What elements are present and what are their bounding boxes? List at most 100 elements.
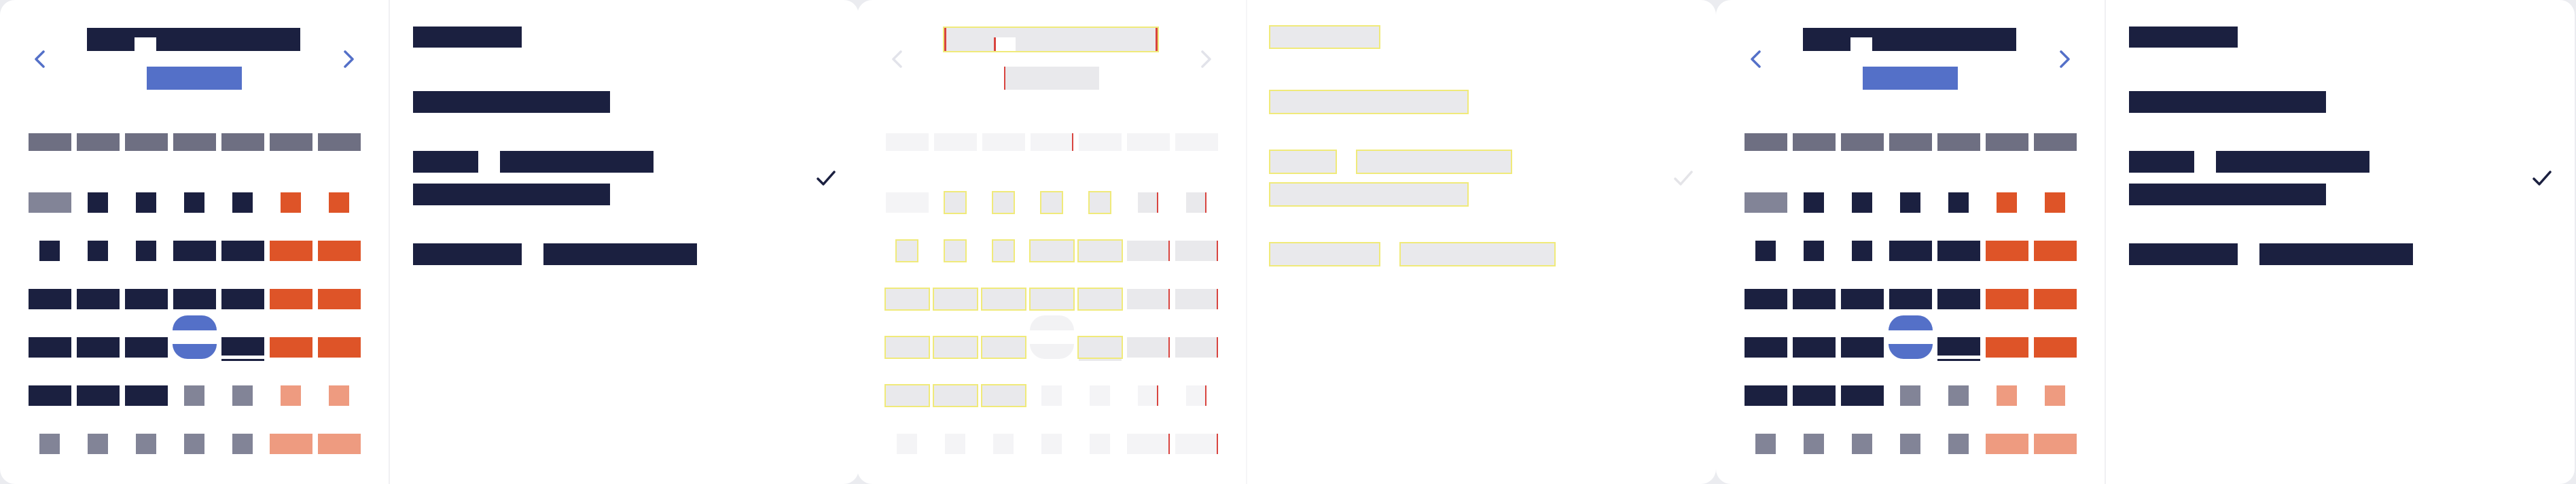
calendar-day[interactable] — [1900, 434, 1920, 454]
calendar-day[interactable] — [1804, 192, 1824, 213]
calendar-day[interactable] — [1793, 289, 1836, 309]
chevron-right-icon[interactable] — [1194, 48, 1217, 71]
calendar-day[interactable] — [173, 289, 216, 309]
calendar-day[interactable] — [1948, 434, 1969, 454]
calendar-day[interactable] — [318, 434, 361, 454]
calendar-day[interactable] — [281, 385, 301, 406]
detail-item-0-text[interactable] — [413, 91, 610, 113]
detail-item-1-text[interactable] — [2216, 151, 2369, 173]
calendar-day[interactable] — [1900, 385, 1920, 406]
detail-item-2-tag[interactable] — [2129, 243, 2238, 265]
detail-item-2-tag[interactable] — [1270, 243, 1379, 265]
calendar-day[interactable] — [1079, 289, 1122, 309]
calendar-day[interactable] — [1127, 241, 1170, 261]
chevron-left-icon[interactable] — [886, 48, 909, 71]
detail-item-2-text[interactable] — [543, 243, 697, 265]
calendar-day[interactable] — [1841, 337, 1884, 358]
calendar-day[interactable] — [281, 192, 301, 213]
calendar-day[interactable] — [88, 192, 108, 213]
calendar-day[interactable] — [1997, 385, 2017, 406]
chevron-left-icon[interactable] — [29, 48, 52, 71]
chevron-left-icon[interactable] — [1745, 48, 1768, 71]
calendar-day[interactable] — [1127, 289, 1170, 309]
calendar-day[interactable] — [1175, 434, 1218, 454]
calendar-day[interactable] — [1889, 289, 1932, 309]
selected-day[interactable] — [173, 315, 217, 359]
calendar-day[interactable] — [1948, 192, 1969, 213]
calendar-day[interactable] — [184, 385, 204, 406]
calendar-day[interactable] — [88, 434, 108, 454]
detail-item-1-tag[interactable] — [2129, 151, 2194, 173]
calendar-day[interactable] — [886, 385, 929, 406]
calendar-day[interactable] — [934, 337, 977, 358]
calendar-day[interactable] — [29, 337, 71, 358]
detail-item-1-sub[interactable] — [2129, 184, 2326, 205]
calendar-day[interactable] — [77, 385, 120, 406]
calendar-day[interactable] — [1986, 434, 2028, 454]
calendar-day[interactable] — [136, 241, 156, 261]
calendar-day[interactable] — [29, 385, 71, 406]
calendar-day[interactable] — [897, 434, 917, 454]
calendar-day[interactable] — [1138, 385, 1158, 406]
calendar-day[interactable] — [1986, 337, 2028, 358]
calendar-day[interactable] — [270, 289, 312, 309]
calendar-day[interactable] — [1138, 192, 1158, 213]
calendar-day[interactable] — [173, 241, 216, 261]
calendar-day[interactable] — [1041, 434, 1062, 454]
calendar-day[interactable] — [270, 241, 312, 261]
calendar-day[interactable] — [1986, 241, 2028, 261]
detail-item-2-text[interactable] — [2259, 243, 2413, 265]
calendar-day[interactable] — [1031, 289, 1073, 309]
calendar-day[interactable] — [897, 241, 917, 261]
calendar-day[interactable] — [1745, 337, 1787, 358]
calendar-day[interactable] — [1090, 192, 1110, 213]
calendar-day[interactable] — [1997, 192, 2017, 213]
calendar-day[interactable] — [1793, 337, 1836, 358]
calendar-day[interactable] — [1937, 241, 1980, 261]
year-pill[interactable] — [147, 67, 242, 90]
calendar-day[interactable] — [2034, 337, 2077, 358]
detail-item-2-text[interactable] — [1401, 243, 1554, 265]
calendar-day[interactable] — [1031, 241, 1073, 261]
calendar-day[interactable] — [1841, 289, 1884, 309]
calendar-day[interactable] — [270, 337, 312, 358]
calendar-day[interactable] — [1745, 192, 1787, 213]
calendar-day[interactable] — [886, 192, 929, 213]
calendar-day[interactable] — [1889, 241, 1932, 261]
calendar-day[interactable] — [1852, 434, 1872, 454]
detail-item-0-text[interactable] — [1270, 91, 1467, 113]
detail-item-2-tag[interactable] — [413, 243, 522, 265]
chevron-right-icon[interactable] — [2053, 48, 2076, 71]
calendar-day[interactable] — [934, 289, 977, 309]
calendar-day[interactable] — [77, 289, 120, 309]
calendar-day[interactable] — [125, 337, 168, 358]
calendar-day[interactable] — [88, 241, 108, 261]
calendar-day[interactable] — [1745, 385, 1787, 406]
calendar-day[interactable] — [1900, 192, 1920, 213]
calendar-day[interactable] — [136, 434, 156, 454]
calendar-day[interactable] — [1090, 385, 1110, 406]
today-day[interactable] — [1937, 337, 1980, 358]
calendar-day[interactable] — [329, 192, 349, 213]
calendar-day[interactable] — [1804, 241, 1824, 261]
calendar-day[interactable] — [2034, 241, 2077, 261]
calendar-day[interactable] — [982, 385, 1025, 406]
calendar-day[interactable] — [2034, 434, 2077, 454]
calendar-day[interactable] — [29, 192, 71, 213]
calendar-day[interactable] — [329, 385, 349, 406]
calendar-day[interactable] — [318, 337, 361, 358]
calendar-day[interactable] — [945, 241, 965, 261]
calendar-day[interactable] — [1755, 434, 1776, 454]
calendar-day[interactable] — [2045, 192, 2065, 213]
calendar-day[interactable] — [993, 192, 1014, 213]
selected-day[interactable] — [1889, 315, 1933, 359]
selected-day[interactable] — [1030, 315, 1074, 359]
year-pill[interactable] — [1004, 67, 1099, 90]
calendar-day[interactable] — [232, 192, 253, 213]
calendar-day[interactable] — [1852, 192, 1872, 213]
calendar-day[interactable] — [886, 337, 929, 358]
calendar-day[interactable] — [982, 337, 1025, 358]
today-day[interactable] — [1079, 337, 1122, 358]
calendar-day[interactable] — [1041, 192, 1062, 213]
calendar-day[interactable] — [1841, 385, 1884, 406]
